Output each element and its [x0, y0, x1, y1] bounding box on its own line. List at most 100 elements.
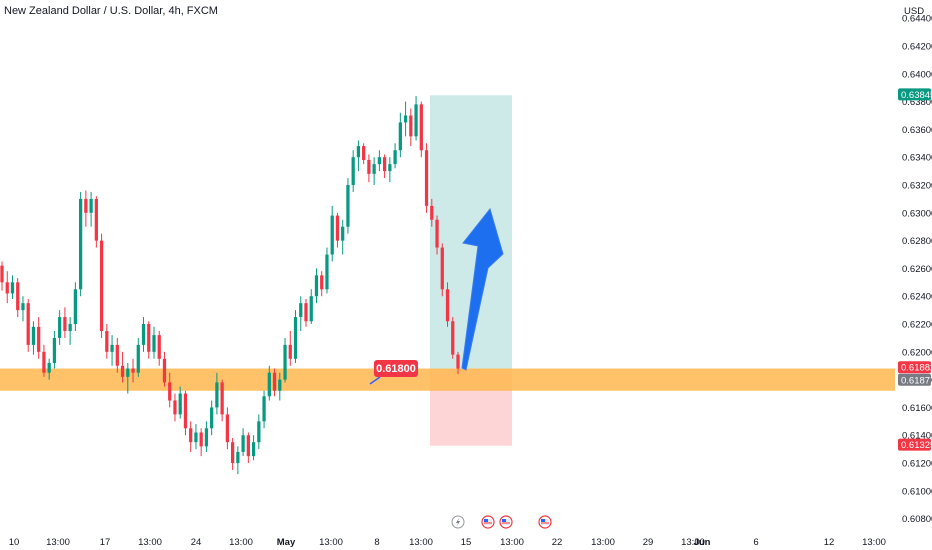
candle-body	[398, 122, 402, 151]
candle	[440, 243, 444, 297]
candle-body	[320, 275, 324, 290]
candle-body	[367, 159, 371, 174]
x-tick-label: 6	[753, 537, 758, 548]
candle-body	[52, 337, 57, 363]
x-tick-label: 13:00	[229, 537, 253, 548]
lightning-icon	[451, 515, 465, 529]
candle	[147, 321, 151, 359]
candle	[136, 337, 140, 377]
candle-body	[440, 247, 444, 290]
candle-body	[309, 296, 313, 322]
candle	[120, 351, 125, 383]
candle	[225, 407, 230, 450]
candle	[194, 424, 198, 450]
candle-body	[372, 164, 376, 174]
candle	[37, 317, 41, 359]
candle-body	[173, 400, 177, 415]
callout-pointer	[369, 376, 381, 385]
candle	[288, 330, 292, 366]
candle	[52, 330, 57, 369]
price-tag-text: 0.63845	[901, 90, 932, 101]
us-flag-canton	[484, 519, 488, 522]
x-tick-label: 29	[643, 537, 654, 548]
candle-body	[194, 432, 198, 443]
us-flag-icon	[481, 515, 495, 529]
candle-body	[78, 198, 83, 290]
candle-body	[131, 368, 135, 373]
x-tick-label: 13:00	[681, 537, 705, 548]
candle-body	[435, 219, 439, 248]
candle-body	[0, 265, 4, 283]
candle	[272, 368, 277, 397]
candle	[78, 191, 83, 297]
candle	[367, 154, 371, 183]
candle-body	[414, 104, 418, 137]
candle-body	[26, 303, 30, 345]
candle-body	[31, 326, 36, 345]
x-tick-label: 13:00	[409, 537, 433, 548]
candle	[68, 317, 72, 345]
candle-body	[382, 157, 387, 172]
candle-body	[278, 379, 282, 391]
price-callout[interactable]: 0.61800	[369, 360, 418, 385]
candle-body	[314, 275, 319, 297]
candle-body	[147, 324, 151, 352]
candle	[257, 414, 261, 450]
candle	[393, 143, 397, 169]
candle	[58, 310, 62, 345]
candle	[189, 421, 193, 452]
candle	[377, 150, 382, 172]
currency-label: USD	[904, 6, 924, 17]
candle-body	[141, 324, 146, 345]
candle	[84, 190, 88, 227]
candle	[26, 299, 30, 352]
candle	[157, 330, 161, 366]
candle	[435, 215, 439, 255]
candle	[330, 205, 334, 262]
candle	[320, 271, 324, 297]
candle-body	[409, 115, 413, 137]
candle	[304, 299, 308, 327]
x-tick-label: 13:00	[138, 537, 162, 548]
x-tick-label: 13:00	[46, 537, 70, 548]
candle-body	[403, 115, 408, 123]
price-tag-text: 0.61325	[901, 440, 932, 451]
candle-body	[262, 396, 266, 422]
candle-body	[99, 240, 104, 331]
candle-body	[325, 254, 329, 290]
candle-body	[220, 382, 224, 415]
lightning-bolt	[456, 518, 460, 526]
candle	[362, 143, 366, 165]
candle-body	[168, 382, 172, 401]
event-icons	[451, 515, 552, 529]
candle	[162, 351, 167, 387]
candle-body	[388, 164, 392, 172]
candle-body	[152, 335, 156, 352]
stop-price-tag: 0.61325	[898, 438, 932, 451]
candle	[63, 307, 67, 338]
candle-body	[94, 198, 98, 241]
candle-body	[199, 432, 203, 447]
bullish-arrow	[461, 207, 504, 371]
candle-body	[37, 326, 41, 352]
candle	[445, 282, 450, 327]
candle-body	[430, 205, 434, 220]
candle	[204, 421, 209, 452]
x-tick-label: 13:00	[500, 537, 524, 548]
candle-body	[393, 150, 397, 165]
candle-body	[251, 442, 256, 457]
candle	[210, 400, 214, 436]
candle-body	[267, 372, 271, 397]
candle	[299, 296, 303, 331]
